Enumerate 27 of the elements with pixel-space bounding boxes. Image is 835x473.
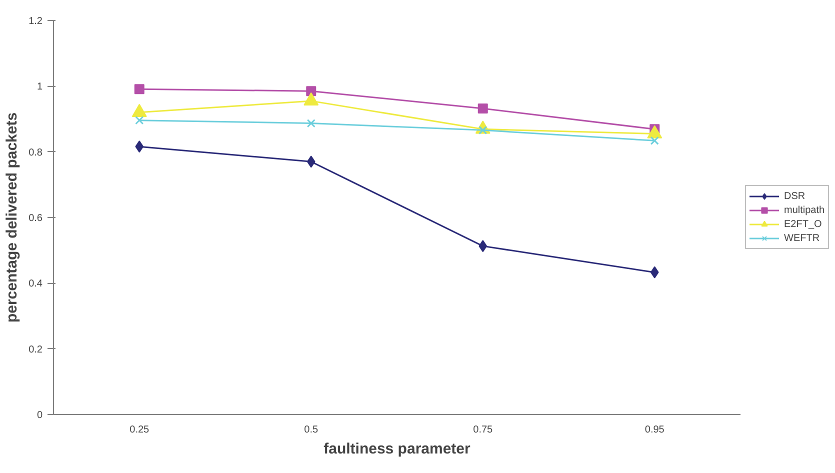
point xyxy=(306,156,316,168)
point xyxy=(650,266,659,278)
point xyxy=(135,116,144,125)
y-tick-label: 0.6 xyxy=(28,213,43,224)
point xyxy=(306,118,316,128)
x-tick-label: 0.95 xyxy=(644,424,665,436)
x-tick-label: 0.25 xyxy=(130,424,150,436)
y-tick-label: 0.8 xyxy=(28,147,43,158)
y-tick-label: 1.2 xyxy=(28,16,43,27)
point xyxy=(306,86,316,96)
x-tick-label: 0.75 xyxy=(473,424,494,436)
y-tick-label: 1 xyxy=(36,82,43,93)
legend-label: WEFTR xyxy=(784,232,820,245)
point xyxy=(134,84,144,94)
point xyxy=(478,240,488,252)
y-tick-label: 0 xyxy=(36,410,43,421)
legend-label: E2FT_O xyxy=(784,218,822,231)
y-tick-label: 0.2 xyxy=(28,344,43,356)
point xyxy=(478,103,488,114)
x-axis-title: faultiness parameter xyxy=(324,440,471,458)
legend-label: DSR xyxy=(784,190,806,203)
y-tick-label: 0.4 xyxy=(28,278,43,290)
legend-label: multipath xyxy=(784,204,825,217)
x-tick-label: 0.5 xyxy=(304,424,319,436)
point xyxy=(135,140,144,153)
y-axis-title: percentage delivered packets xyxy=(4,112,21,323)
point xyxy=(650,136,659,145)
